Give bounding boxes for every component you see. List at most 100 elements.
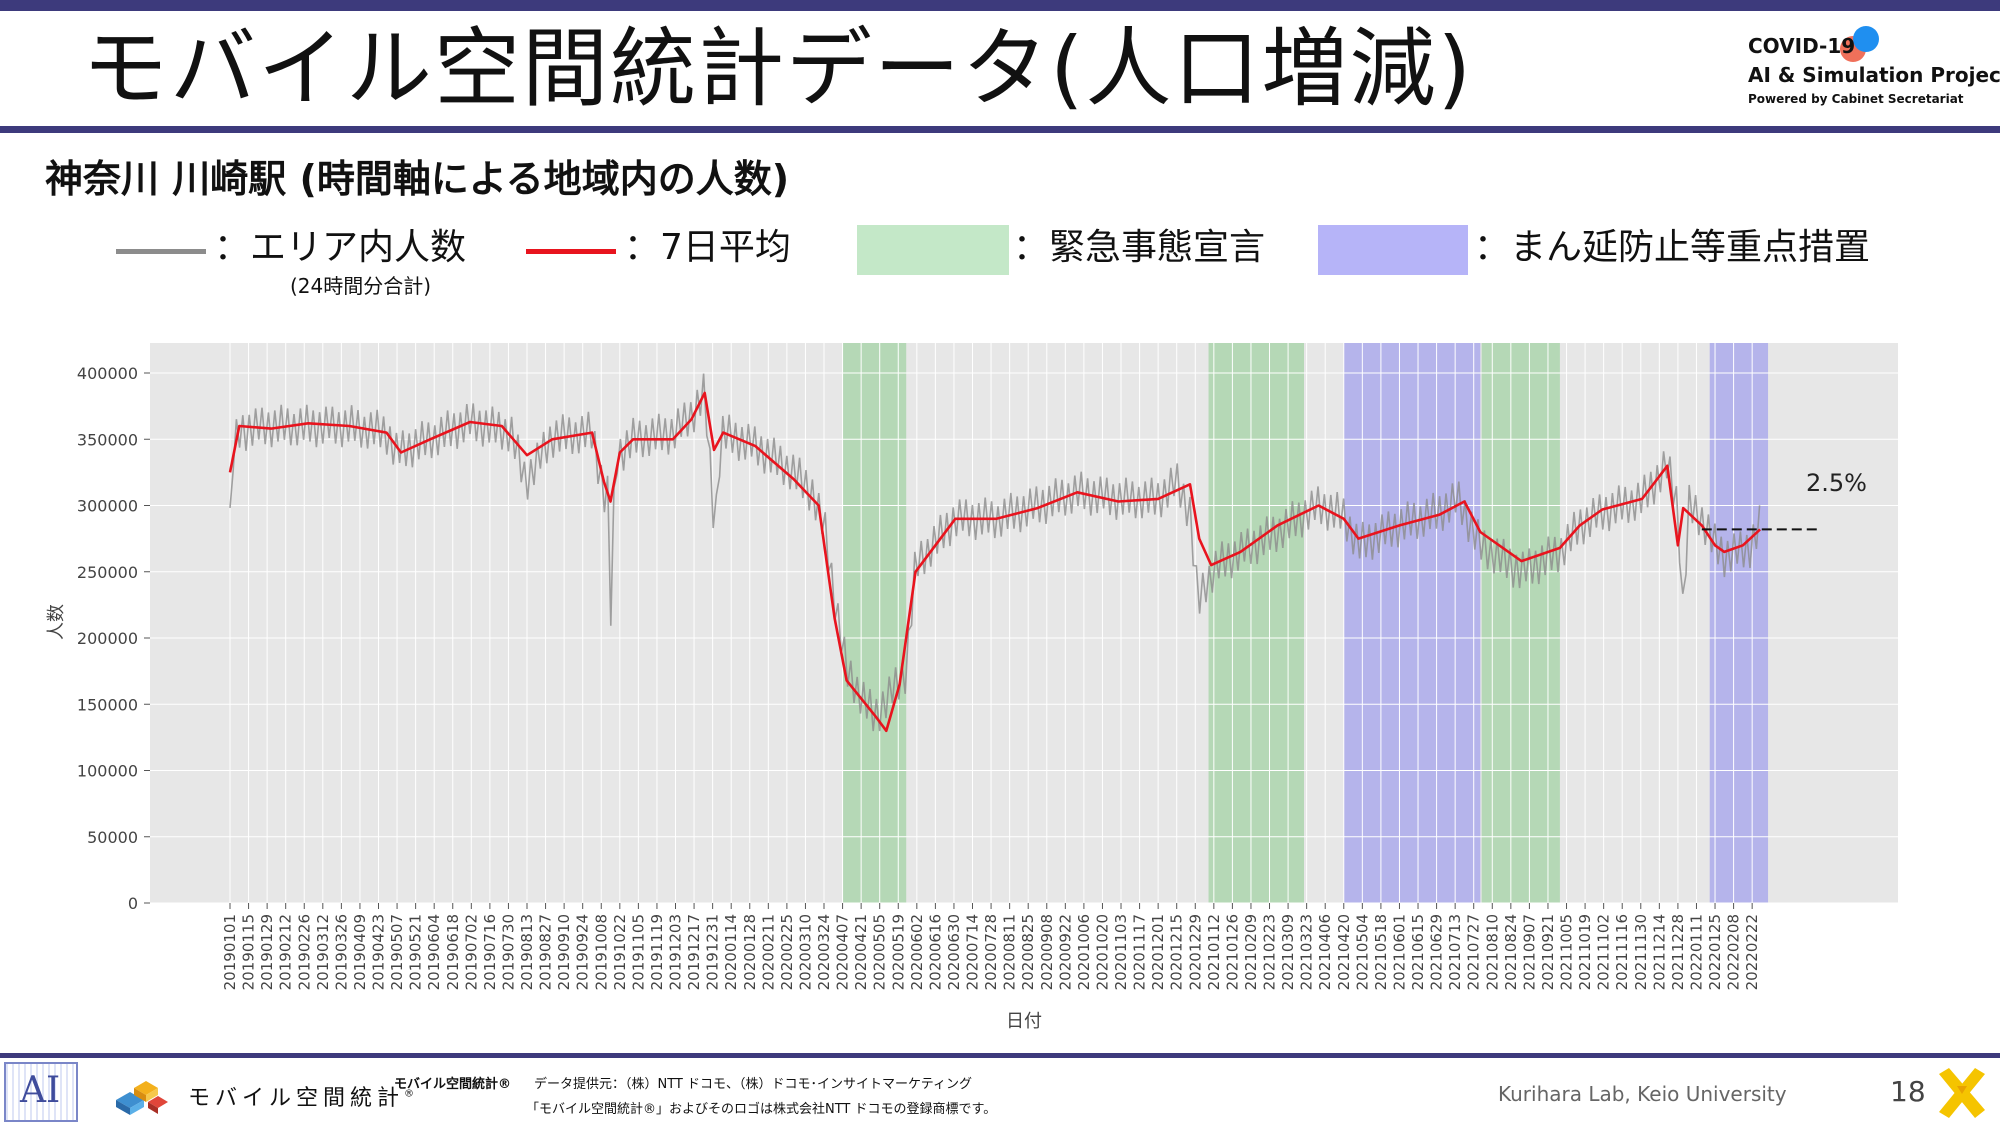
legend-green-box <box>857 225 1009 275</box>
y-tick-label: 100000 <box>77 762 138 781</box>
x-tick-label: 20201020 <box>1093 914 1111 990</box>
x-tick-label: 20190115 <box>240 914 258 990</box>
brand-registered: ® <box>404 1088 420 1100</box>
x-tick-label: 20200616 <box>926 914 944 990</box>
x-tick-label: 20200728 <box>982 914 1000 990</box>
top-bar <box>0 0 2000 11</box>
x-tick-label: 20200211 <box>759 914 777 990</box>
population-line-chart: 0 50000 100000 150000 200000 250000 300000 3500… <box>46 343 1898 1032</box>
x-tick-label: 20200825 <box>1019 914 1037 990</box>
x-tick-label: 20201117 <box>1131 914 1149 990</box>
ai-lab-logo: AI <box>4 1062 78 1122</box>
x-axis-title: 日付 <box>1006 1011 1042 1032</box>
x-tick-label: 20200225 <box>778 914 796 990</box>
x-tick-label: 20190409 <box>351 914 369 990</box>
cube-logo-icon <box>116 1081 168 1115</box>
x-tick-label: 20191203 <box>667 914 685 990</box>
covid-project-logo: COVID-19 AI & Simulation Project Powered… <box>1748 26 2000 115</box>
y-tick-label: 0 <box>128 894 138 913</box>
x-tick-label: 20200811 <box>1001 914 1019 990</box>
x-tick-label: 20191231 <box>704 914 722 990</box>
x-tick-label: 20201229 <box>1186 914 1204 990</box>
x-tick-label: 20190730 <box>499 914 517 990</box>
legend-gray-line <box>116 249 206 254</box>
x-tick-label: 20210601 <box>1390 914 1408 990</box>
y-axis-title: 人数 <box>46 604 67 640</box>
x-tick-label: 20190827 <box>537 914 555 990</box>
x-tick-label: 20201201 <box>1149 914 1167 990</box>
x-tick-label: 20200421 <box>852 914 870 990</box>
x-tick-label: 20200922 <box>1056 914 1074 990</box>
legend-gray-note: (24時間分合計) <box>290 274 432 298</box>
x-tick-label: 20190924 <box>574 914 592 990</box>
x-tick-label: 20190702 <box>462 914 480 990</box>
x-tick-label: 20220125 <box>1706 914 1724 990</box>
credit-title: モバイル空間統計® <box>394 1077 512 1092</box>
shaded-emergency-1 <box>1208 343 1304 903</box>
x-tick-label: 20191008 <box>592 914 610 990</box>
x-tick-label: 20200630 <box>945 914 963 990</box>
plot-area <box>150 343 1898 903</box>
x-tick-label: 20211214 <box>1650 914 1668 990</box>
x-tick-label: 20200505 <box>871 914 889 990</box>
credit-line2: 「モバイル空間統計®」およびそのロゴは株式会社NTT ドコモの登録商標です。 <box>526 1102 997 1117</box>
x-tick-label: 20210921 <box>1539 914 1557 990</box>
x-tick-label: 20190910 <box>555 914 573 990</box>
legend-red-line <box>526 249 616 254</box>
logo-line2: AI & Simulation Project <box>1748 63 2000 87</box>
series-7day-average-line <box>228 391 1761 733</box>
x-tick-label: 20210713 <box>1446 914 1464 990</box>
shaded-emergency-0 <box>842 343 907 903</box>
y-tick-label: 350000 <box>77 430 138 449</box>
x-tick-label: 20191217 <box>685 914 703 990</box>
y-tick-label: 150000 <box>77 695 138 714</box>
x-tick-label: 20190326 <box>332 914 350 990</box>
x-tick-label: 20211116 <box>1613 914 1631 990</box>
x-tick-label: 20220208 <box>1725 914 1743 990</box>
x-tick-label: 20200324 <box>815 914 833 990</box>
x-tick-label: 20190226 <box>295 914 313 990</box>
x-tick-label: 20190604 <box>425 914 443 990</box>
x-tick-label: 20200128 <box>741 914 759 990</box>
shaded-priority-2 <box>1343 343 1481 903</box>
x-tick-label: 20210209 <box>1242 914 1260 990</box>
series-daily-line <box>229 373 1761 732</box>
x-tick-label: 20220222 <box>1743 914 1761 990</box>
y-tick-label: 50000 <box>87 828 138 847</box>
legend-green-label: ：緊急事態宣言 <box>1013 227 1266 268</box>
x-logo-icon <box>1939 1068 1985 1118</box>
credit-line1: データ提供元：（株）NTT ドコモ、（株）ドコモ･インサイトマーケティング <box>534 1077 972 1092</box>
legend-red-label: ：7日平均 <box>624 227 791 268</box>
x-tick-label: 20191022 <box>611 914 629 990</box>
x-tick-label: 20210126 <box>1223 914 1241 990</box>
x-tick-label: 20200114 <box>722 914 740 990</box>
title-divider <box>0 126 2000 133</box>
x-tick-label: 20190521 <box>407 914 425 990</box>
shaded-emergency-3 <box>1481 343 1560 903</box>
x-tick-label: 20210615 <box>1409 914 1427 990</box>
x-tick-label: 20201006 <box>1075 914 1093 990</box>
logo-line1: COVID-19 <box>1748 34 1856 58</box>
chart-subtitle: 神奈川 川崎駅 (時間軸による地域内の人数) <box>45 157 790 201</box>
x-tick-label: 20190101 <box>221 914 239 990</box>
x-tick-label: 20190716 <box>481 914 499 990</box>
x-tick-label: 20210420 <box>1335 914 1353 990</box>
x-tick-label: 20200407 <box>834 914 852 990</box>
x-tick-label: 20201215 <box>1168 914 1186 990</box>
x-tick-label: 20210629 <box>1428 914 1446 990</box>
x-tick-label: 20191119 <box>648 914 666 990</box>
x-tick-label: 20190423 <box>370 914 388 990</box>
x-tick-label: 20190507 <box>388 914 406 990</box>
x-tick-label: 20190618 <box>444 914 462 990</box>
shaded-priority-4 <box>1709 343 1769 903</box>
y-tick-label: 200000 <box>77 629 138 648</box>
x-tick-label: 20191105 <box>629 914 647 990</box>
footer-divider <box>0 1053 2000 1058</box>
y-tick-label: 400000 <box>77 364 138 383</box>
legend-blue-box <box>1318 225 1468 275</box>
x-tick-label: 20210824 <box>1502 914 1520 990</box>
x-tick-label: 20200908 <box>1038 914 1056 990</box>
x-tick-label: 20210223 <box>1261 914 1279 990</box>
x-tick-label: 20210112 <box>1205 914 1223 990</box>
x-tick-label: 20211019 <box>1576 914 1594 990</box>
